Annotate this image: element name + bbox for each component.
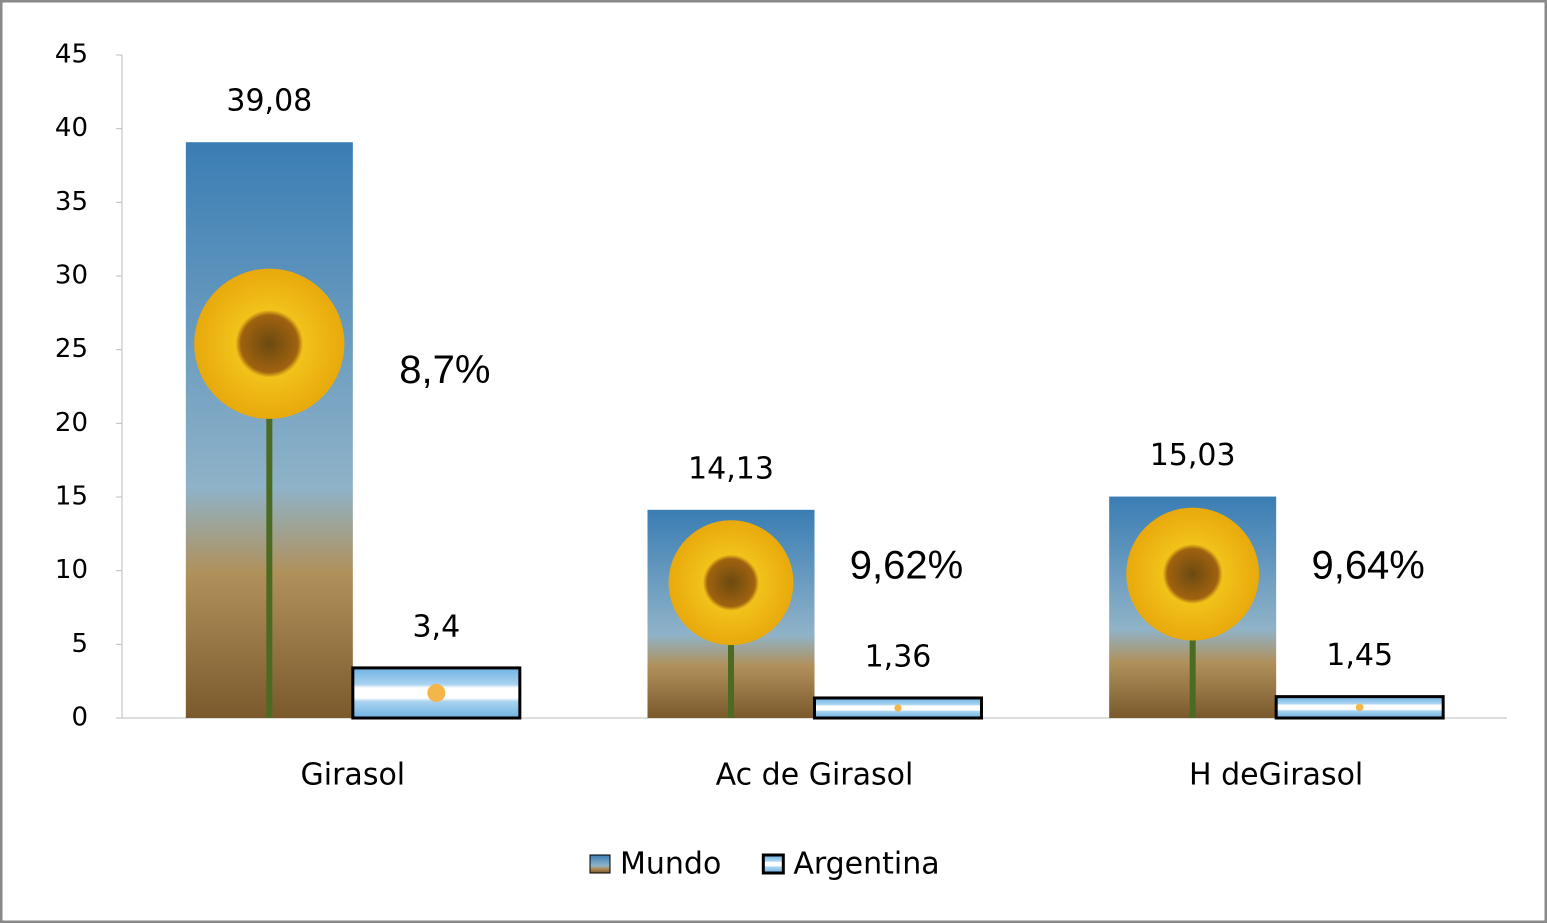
legend-label: Argentina	[793, 847, 939, 882]
data-label: 1,45	[1326, 638, 1393, 673]
y-tick-label: 20	[55, 408, 88, 438]
y-tick-label: 35	[55, 187, 88, 217]
y-tick-label: 45	[55, 40, 88, 70]
percent-annotation: 8,7%	[399, 348, 490, 392]
y-tick-label: 10	[55, 555, 88, 585]
x-tick-label: H deGirasol	[1189, 758, 1363, 793]
y-tick-label: 5	[71, 629, 88, 659]
data-label: 15,03	[1150, 438, 1236, 473]
y-tick-label: 40	[55, 113, 88, 143]
data-label: 3,4	[412, 609, 460, 644]
legend-label: Mundo	[620, 847, 721, 882]
legend-swatch	[761, 853, 785, 875]
y-tick-label: 25	[55, 334, 88, 364]
sun	[894, 704, 902, 712]
x-tick-label: Girasol	[301, 758, 406, 793]
data-label: 39,08	[226, 84, 312, 119]
data-label: 14,13	[688, 451, 774, 486]
y-tick-label: 0	[71, 703, 88, 733]
sun	[1355, 703, 1364, 712]
legend-swatch	[589, 854, 611, 874]
percent-annotation: 9,64%	[1311, 543, 1424, 587]
percent-annotation: 9,62%	[850, 543, 963, 587]
data-label: 1,36	[865, 639, 932, 674]
y-tick-label: 15	[55, 482, 88, 512]
y-tick-label: 30	[55, 261, 88, 291]
x-tick-label: Ac de Girasol	[716, 758, 914, 793]
sun	[427, 683, 446, 702]
sunflower	[668, 520, 794, 646]
sunflower	[194, 268, 345, 419]
sunflower	[1126, 507, 1260, 641]
